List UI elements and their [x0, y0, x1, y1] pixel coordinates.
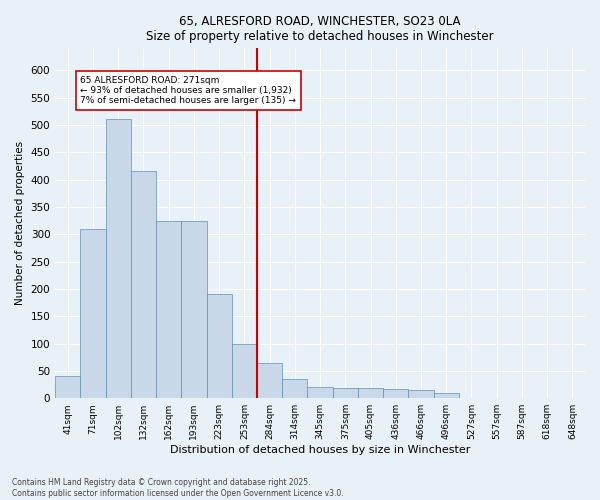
- Bar: [332, 388, 358, 398]
- Bar: [307, 388, 332, 398]
- Bar: [80, 228, 106, 398]
- Text: Contains HM Land Registry data © Crown copyright and database right 2025.
Contai: Contains HM Land Registry data © Crown c…: [12, 478, 344, 498]
- Bar: [434, 392, 459, 398]
- Bar: [358, 388, 383, 398]
- Title: 65, ALRESFORD ROAD, WINCHESTER, SO23 0LA
Size of property relative to detached h: 65, ALRESFORD ROAD, WINCHESTER, SO23 0LA…: [146, 15, 494, 43]
- Y-axis label: Number of detached properties: Number of detached properties: [15, 141, 25, 306]
- Bar: [206, 294, 232, 398]
- Bar: [156, 220, 181, 398]
- Bar: [181, 220, 206, 398]
- Bar: [409, 390, 434, 398]
- Bar: [131, 172, 156, 398]
- Text: 65 ALRESFORD ROAD: 271sqm
← 93% of detached houses are smaller (1,932)
7% of sem: 65 ALRESFORD ROAD: 271sqm ← 93% of detac…: [80, 76, 296, 106]
- Bar: [282, 379, 307, 398]
- Bar: [232, 344, 257, 398]
- Bar: [55, 376, 80, 398]
- X-axis label: Distribution of detached houses by size in Winchester: Distribution of detached houses by size …: [170, 445, 470, 455]
- Bar: [257, 362, 282, 398]
- Bar: [383, 389, 409, 398]
- Bar: [106, 120, 131, 398]
